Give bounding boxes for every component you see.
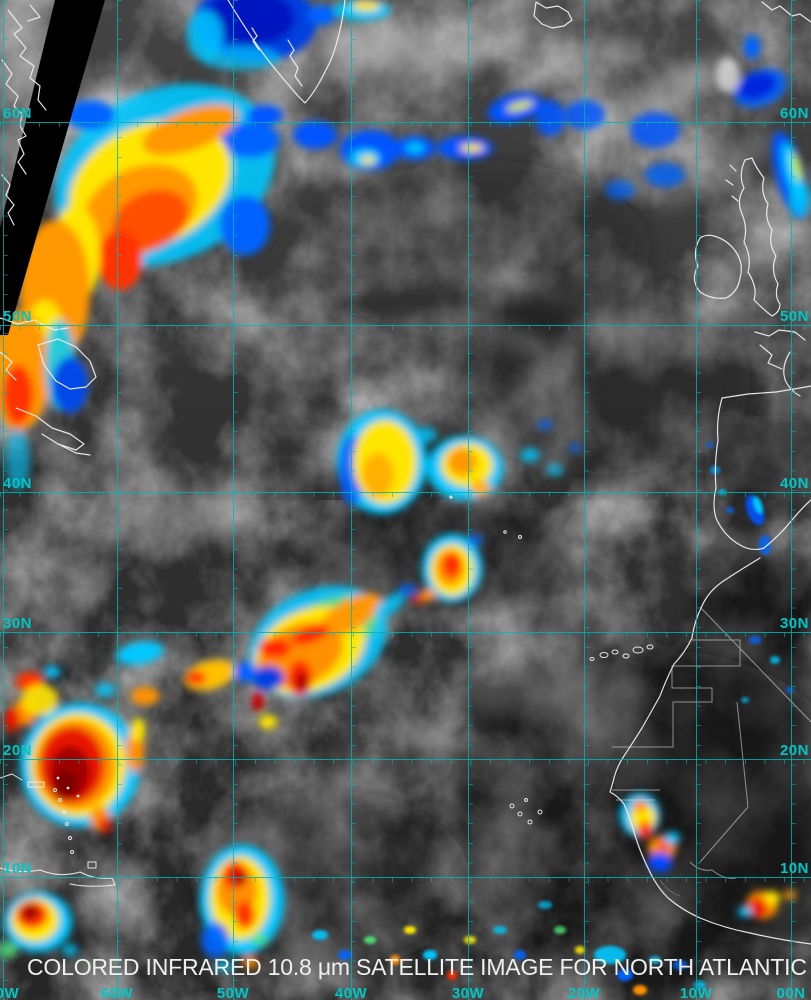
caption-block: COLORED INFRARED 10.8 μm SATELLITE IMAGE…: [27, 909, 807, 1000]
coastlines: [0, 0, 811, 945]
no-data-wedge: [0, 0, 105, 335]
caption-title: COLORED INFRARED 10.8 μm SATELLITE IMAGE…: [27, 954, 807, 980]
